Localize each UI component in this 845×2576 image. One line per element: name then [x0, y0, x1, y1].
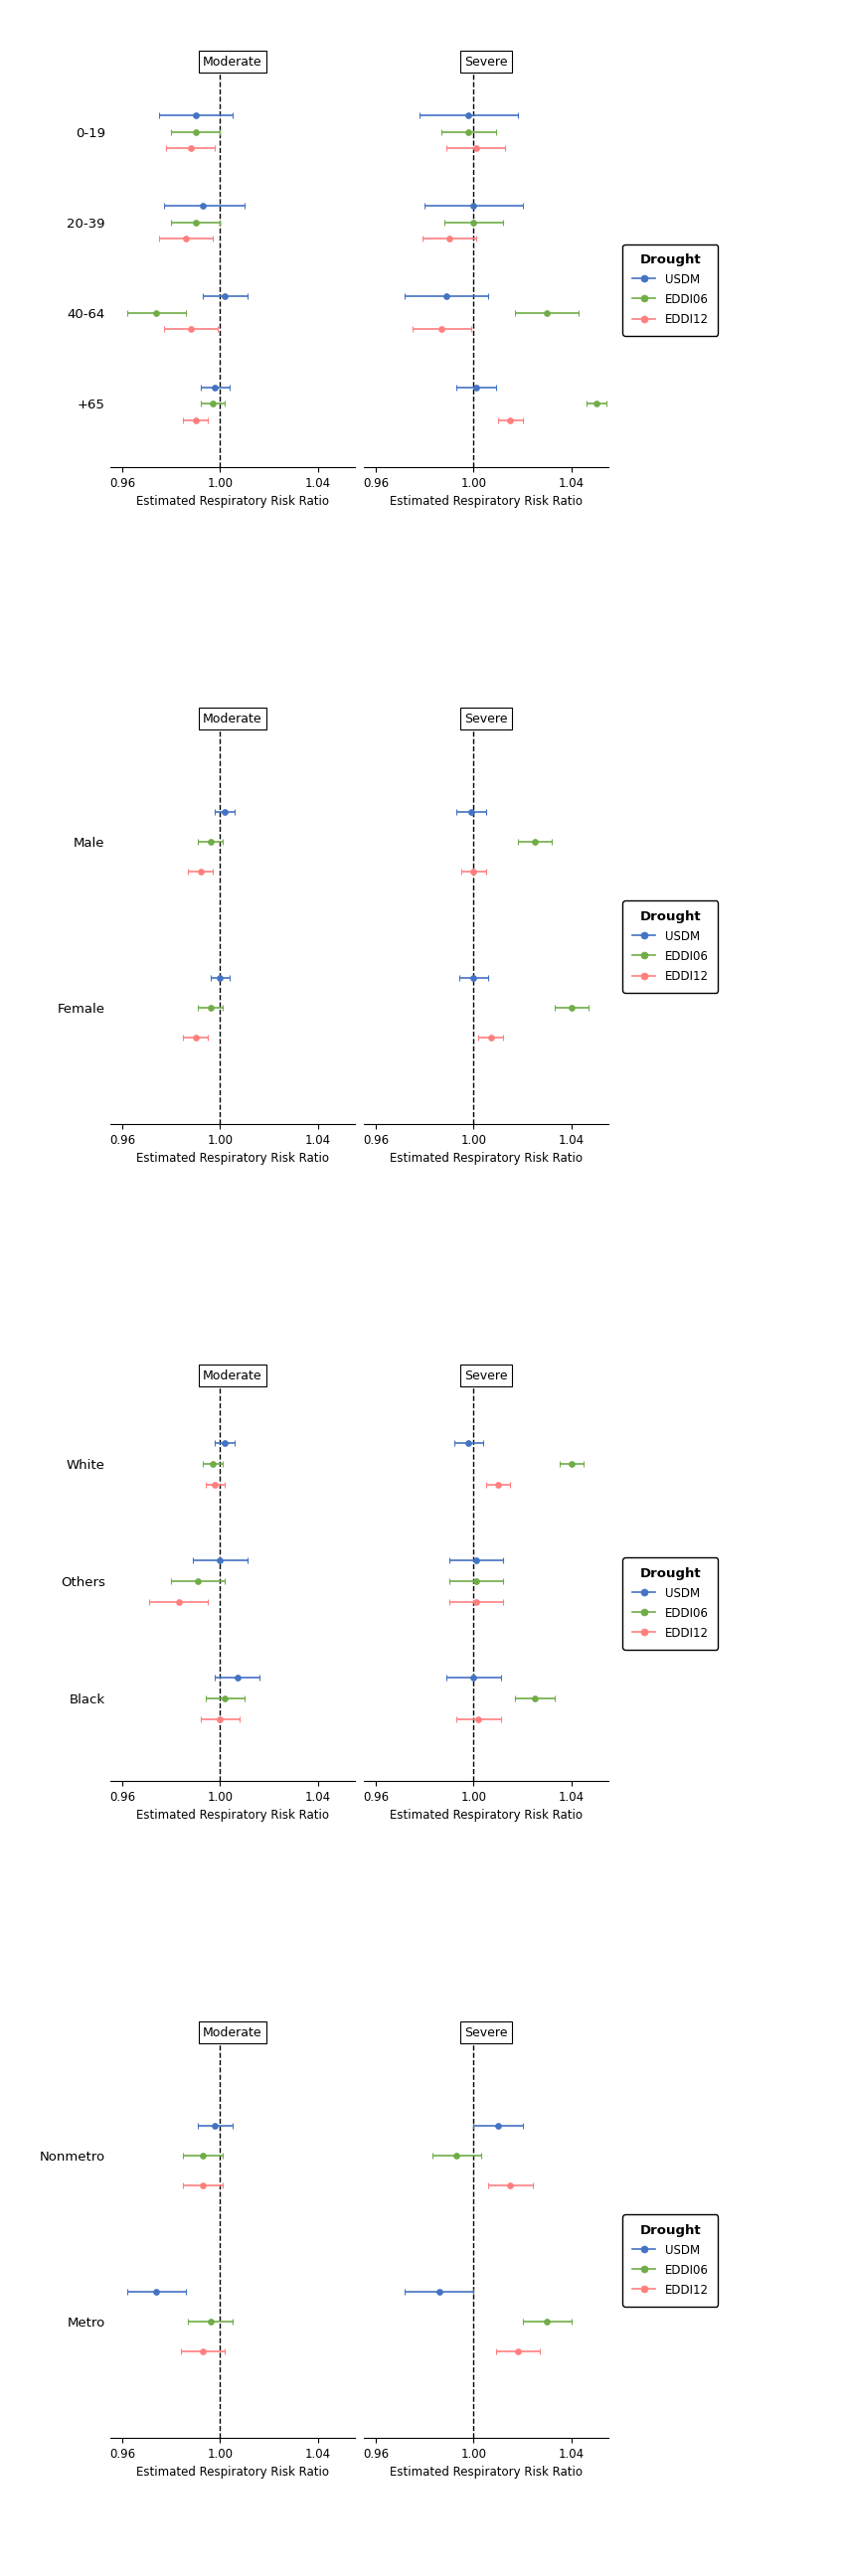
Legend: USDM, EDDI06, EDDI12: USDM, EDDI06, EDDI12 — [623, 902, 718, 992]
X-axis label: Estimated Respiratory Risk Ratio: Estimated Respiratory Risk Ratio — [390, 1151, 582, 1164]
Legend: USDM, EDDI06, EDDI12: USDM, EDDI06, EDDI12 — [623, 2215, 718, 2306]
Text: Severe: Severe — [464, 2025, 508, 2040]
X-axis label: Estimated Respiratory Risk Ratio: Estimated Respiratory Risk Ratio — [136, 495, 329, 507]
Text: Moderate: Moderate — [203, 711, 262, 726]
X-axis label: Estimated Respiratory Risk Ratio: Estimated Respiratory Risk Ratio — [136, 1808, 329, 1821]
Legend: USDM, EDDI06, EDDI12: USDM, EDDI06, EDDI12 — [623, 1558, 718, 1649]
Text: Moderate: Moderate — [203, 1368, 262, 1383]
X-axis label: Estimated Respiratory Risk Ratio: Estimated Respiratory Risk Ratio — [136, 2465, 329, 2478]
Text: Severe: Severe — [464, 1368, 508, 1383]
Legend: USDM, EDDI06, EDDI12: USDM, EDDI06, EDDI12 — [623, 245, 718, 335]
Text: Moderate: Moderate — [203, 2025, 262, 2040]
Text: Severe: Severe — [464, 711, 508, 726]
X-axis label: Estimated Respiratory Risk Ratio: Estimated Respiratory Risk Ratio — [390, 2465, 582, 2478]
Text: Severe: Severe — [464, 54, 508, 70]
X-axis label: Estimated Respiratory Risk Ratio: Estimated Respiratory Risk Ratio — [390, 1808, 582, 1821]
Text: Moderate: Moderate — [203, 54, 262, 70]
X-axis label: Estimated Respiratory Risk Ratio: Estimated Respiratory Risk Ratio — [136, 1151, 329, 1164]
X-axis label: Estimated Respiratory Risk Ratio: Estimated Respiratory Risk Ratio — [390, 495, 582, 507]
